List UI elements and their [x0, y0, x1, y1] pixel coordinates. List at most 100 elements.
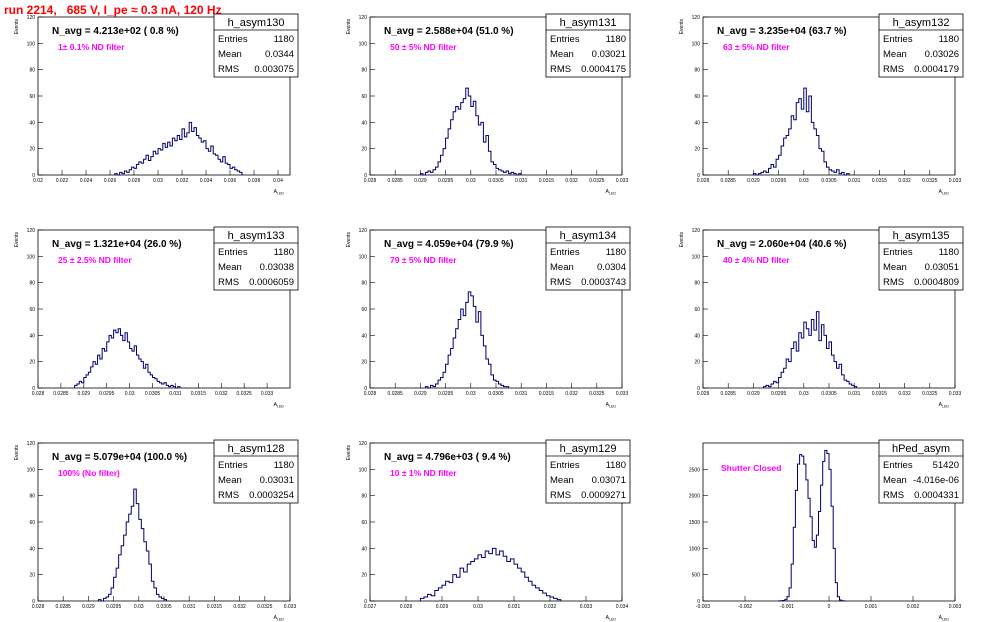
stats-value: 0.0004809 — [914, 277, 959, 288]
y-tick-label: 20 — [694, 360, 700, 366]
filter-note: 1± 0.1% ND filter — [58, 42, 125, 52]
x-tick-label: 0.033 — [616, 178, 629, 184]
y-tick-label: 80 — [29, 68, 35, 74]
y-axis-title: Events — [346, 445, 352, 461]
histogram-line — [419, 87, 522, 176]
y-tick-label: 0 — [32, 173, 35, 179]
y-tick-label: 120 — [27, 228, 36, 234]
x-tick-label: 0.0325 — [237, 391, 253, 397]
stats-value: 0.03071 — [592, 475, 626, 486]
x-tick-label: 0.032 — [565, 178, 578, 184]
y-tick-label: 80 — [361, 281, 367, 287]
y-axis-title: Events — [14, 19, 20, 35]
x-tick-label: 0.028 — [32, 391, 45, 397]
x-tick-label: 0.034 — [200, 178, 213, 184]
x-tick-label: 0.0305 — [821, 391, 837, 397]
x-axis-title-sub: LED — [942, 618, 949, 622]
y-tick-label: 120 — [692, 15, 701, 21]
x-tick-label: 0.031 — [169, 391, 182, 397]
x-tick-label: 0.027 — [364, 604, 377, 610]
stats-value: 0.03026 — [925, 49, 959, 60]
filter-note: 25 ± 2.5% ND filter — [58, 255, 132, 265]
histogram-line — [74, 328, 181, 389]
x-tick-label: 0.0325 — [257, 604, 273, 610]
stats-value: 0.0304 — [597, 262, 626, 273]
y-tick-label: 120 — [359, 441, 368, 447]
x-tick-label: 0.03 — [125, 391, 135, 397]
x-tick-label: 0.028 — [400, 604, 413, 610]
x-axis-title-sub: LED — [942, 405, 949, 409]
y-tick-label: 20 — [694, 147, 700, 153]
x-tick-label: 0.0325 — [922, 391, 938, 397]
x-axis-title-sub: LED — [277, 618, 284, 622]
x-tick-label: 0.0305 — [488, 391, 504, 397]
x-tick-label: 0.031 — [848, 391, 861, 397]
stats-value: 1180 — [274, 460, 294, 471]
histogram-name: hPed_asym — [892, 443, 950, 455]
y-tick-label: 1000 — [689, 546, 700, 552]
x-tick-label: 0.03 — [153, 178, 163, 184]
stats-label: Entries — [550, 247, 580, 258]
x-tick-label: 0.029 — [414, 178, 427, 184]
stats-label: Mean — [883, 49, 907, 60]
y-tick-label: 20 — [29, 360, 35, 366]
stats-value: 1180 — [606, 247, 626, 258]
stats-value: 0.03051 — [925, 262, 959, 273]
stats-box — [213, 226, 299, 291]
y-tick-label: 80 — [29, 281, 35, 287]
stats-label: Mean — [550, 475, 574, 486]
x-tick-label: 0.022 — [56, 178, 69, 184]
stats-box — [878, 439, 964, 504]
x-axis-title-main: A — [274, 189, 278, 195]
x-tick-label: 0.0315 — [539, 178, 555, 184]
stats-value: 1180 — [939, 247, 959, 258]
filter-note: 100% (No filter) — [58, 468, 120, 478]
stats-value: 0.0009271 — [581, 490, 626, 501]
x-tick-label: 0.02 — [33, 178, 43, 184]
histogram-panel-h_asym135: 0 20 40 60 80 100 120 0.028 0.0285 0.029 0.0295 0.0… — [679, 226, 964, 409]
x-axis-title: ALED — [939, 402, 950, 409]
stats-value: 0.0003254 — [249, 490, 294, 501]
x-axis-title: ALED — [939, 189, 950, 196]
x-tick-label: 0.0295 — [771, 178, 787, 184]
x-tick-label: 0.03 — [473, 604, 483, 610]
stats-label: Entries — [550, 34, 580, 45]
y-axis-title: Events — [14, 445, 20, 461]
y-tick-label: 60 — [361, 307, 367, 313]
x-tick-label: 0.0295 — [771, 391, 787, 397]
x-tick-label: 0.0295 — [106, 604, 122, 610]
x-tick-label: 0.029 — [78, 391, 91, 397]
y-tick-label: 60 — [29, 94, 35, 100]
y-tick-label: 0 — [364, 386, 367, 392]
stats-box — [213, 439, 299, 504]
x-tick-label: 0.033 — [949, 178, 962, 184]
x-tick-label: 0.038 — [248, 178, 261, 184]
x-axis-title-main: A — [606, 615, 610, 621]
y-axis-title: Events — [346, 232, 352, 248]
x-tick-label: 0.0315 — [207, 604, 223, 610]
x-tick-label: 0.03 — [466, 178, 476, 184]
histogram-panel-h_asym128: 0 20 40 60 80 100 120 0.028 0.0285 0.029 0.0295 0.0… — [14, 439, 299, 622]
stats-label: RMS — [550, 64, 571, 75]
stats-value: 1180 — [606, 34, 626, 45]
stats-label: RMS — [883, 64, 904, 75]
x-axis-title-sub: LED — [609, 618, 616, 622]
y-tick-label: 100 — [27, 467, 36, 473]
histogram-panel-h_asym130: 0 20 40 60 80 100 120 0.02 0.022 0.024 0.026 0.028 0… — [14, 13, 299, 196]
stats-label: Mean — [550, 262, 574, 273]
x-tick-label: 0.03 — [799, 178, 809, 184]
y-tick-label: 40 — [29, 333, 35, 339]
x-tick-label: 0.0285 — [388, 178, 404, 184]
y-tick-label: 60 — [694, 94, 700, 100]
y-tick-label: 40 — [361, 120, 367, 126]
x-tick-label: 0.032 — [898, 178, 911, 184]
x-axis-title-main: A — [606, 402, 610, 408]
stats-value: 0.0003743 — [581, 277, 626, 288]
x-tick-label: 0.0285 — [721, 391, 737, 397]
x-axis-title-main: A — [939, 402, 943, 408]
y-tick-label: 40 — [361, 333, 367, 339]
stats-label: Entries — [883, 247, 913, 258]
run-title: run 2214, 685 V, I_pe ≈ 0.3 nA, 120 Hz — [4, 3, 222, 17]
x-tick-label: 0.0325 — [922, 178, 938, 184]
x-axis-title: ALED — [274, 615, 285, 622]
